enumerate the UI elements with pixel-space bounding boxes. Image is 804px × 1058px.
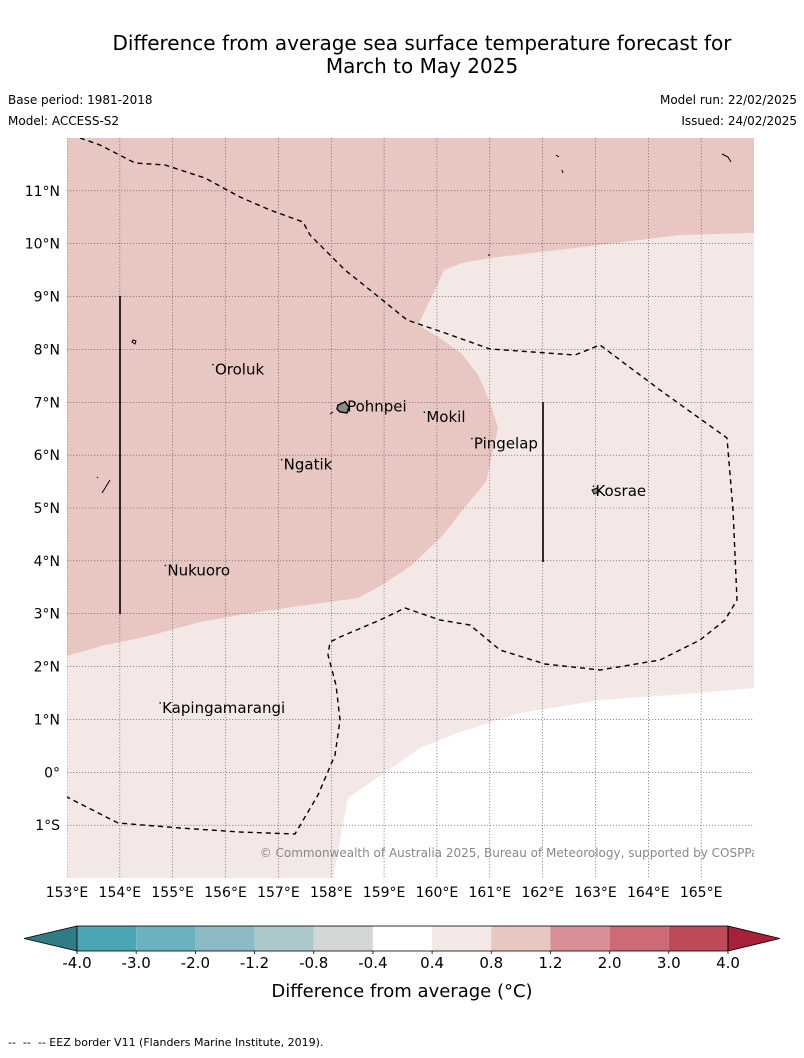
lon-tick-label: 159°E [363,885,406,901]
lon-tick-label: 162°E [521,885,564,901]
place-marker [344,400,346,403]
place-marker [592,485,595,487]
lon-tick-label: 165°E [680,885,723,901]
colorbar-tick-label: 3.0 [657,954,681,972]
lat-tick-label: 9°N [34,290,60,306]
place-marker [212,363,214,366]
issued-date: Issued: 24/02/2025 [681,114,797,128]
colorbar-tick-label: -2.0 [181,954,210,972]
model-name: Model: ACCESS-S2 [8,114,120,128]
place-label: Kosrae [595,482,646,500]
lat-tick-label: 7°N [34,395,60,411]
islet-north-1 [555,154,560,158]
colorbar-over-arrow [727,925,781,952]
colorbar: -4.0 -3.0 -2.0 -1.2 -0.8 -0.4 0.4 0.8 1.2 2.0 3.0 4… [23,925,781,972]
lon-tick-label: 161°E [468,885,511,901]
lat-tick-label: 4°N [34,554,60,570]
kosrae-island [591,487,600,495]
place-label: Oroluk [215,361,264,379]
lat-tick-label: 5°N [34,501,60,517]
colorbar-tick-label: -0.4 [358,954,387,972]
lat-tick-label: 2°N [34,660,60,676]
place-label: Nukuoro [167,561,230,579]
colorbar-segment [668,926,728,951]
colorbar-under-arrow [23,925,78,952]
place-label: Mokil [426,408,465,426]
colorbar-segment [609,926,669,951]
colorbar-segment [195,926,255,951]
lon-tick-label: 157°E [257,885,300,901]
graticule [67,138,754,878]
colorbar-tick-label: -3.0 [122,954,151,972]
colorbar-tick-label: 4.0 [716,954,740,972]
colorbar-label: Difference from average (°C) [271,981,532,1002]
place-label: Kapingamarangi [162,699,285,717]
colorbar-tick-label: -4.0 [62,954,91,972]
place-marker [423,411,426,413]
place-marker [159,702,161,704]
lat-tick-label: 10°N [25,237,60,253]
colorbar-segment [77,926,137,951]
lon-tick-label: 164°E [627,885,670,901]
lat-tick-label: 8°N [34,342,60,358]
lat-tick-label: 3°N [34,607,60,623]
lat-tick-label: 6°N [34,448,60,464]
lat-tick-label: 11°N [25,184,60,200]
islet-north-2 [561,169,564,174]
colorbar-outline [76,925,729,952]
latitude-labels: 11°N 10°N 9°N 8°N 7°N 6°N 5°N 4°N 3°N 2°N 1°N 0° 1°S [25,184,60,834]
lon-tick-label: 155°E [151,885,194,901]
lon-tick-label: 156°E [204,885,247,901]
colorbar-segment [372,926,433,951]
islet-north-3 [721,153,732,163]
place-label: Ngatik [284,456,333,474]
colorbar-segment [136,926,196,951]
region-0-8-to-1-2 [67,138,754,656]
lon-tick-label: 153°E [46,885,89,901]
place-labels: Oroluk Pohnpei Mokil Pingelap Ngatik Kosrae Nu… [159,361,646,717]
colorbar-segment [432,926,492,951]
lon-tick-label: 160°E [416,885,459,901]
lat-tick-label: 0° [44,765,60,781]
map-area: Oroluk Pohnpei Mokil Pingelap Ngatik Kosrae Nu… [67,138,765,878]
model-run: Model run: 22/02/2025 [659,93,797,107]
islet-west [96,476,111,494]
eez-borders [67,138,738,835]
colorbar-tick-label: -0.8 [299,954,328,972]
lon-tick-label: 163°E [574,885,617,901]
chart-title: Difference from average sea surface temp… [0,32,804,78]
base-period: Base period: 1981-2018 [8,93,153,107]
colorbar-segment [491,926,551,951]
place-marker [471,437,473,440]
lon-tick-label: 154°E [99,885,142,901]
lat-tick-label: 1°S [35,818,60,834]
title-line-2: March to May 2025 [325,54,519,78]
place-label: Pingelap [474,435,538,453]
copyright-text: © Commonwealth of Australia 2025, Bureau… [260,846,765,860]
place-label: Pohnpei [347,398,407,416]
longitude-labels: 153°E 154°E 155°E 156°E 157°E 158°E 159°E 160°E… [46,885,723,901]
lat-tick-label: 1°N [34,712,60,728]
islet-pohnpei-w [329,411,334,415]
colorbar-tick-label: 0.4 [420,954,444,972]
region-near-average [333,688,754,878]
eez-footnote: -- -- -- EEZ border V11 (Flanders Marine… [8,1036,324,1049]
place-marker [280,458,283,461]
colorbar-tick-label: -1.2 [240,954,269,972]
colorbar-tick-label: 2.0 [598,954,622,972]
colorbar-tick-label: 0.8 [479,954,503,972]
title-line-1: Difference from average sea surface temp… [112,31,732,55]
colorbar-tick-label: 1.2 [539,954,563,972]
lon-tick-label: 158°E [310,885,353,901]
oroluk-atoll [131,339,137,345]
colorbar-segment [550,926,610,951]
place-marker [164,564,167,567]
colorbar-segment [254,926,314,951]
colorbar-segment [313,926,373,951]
